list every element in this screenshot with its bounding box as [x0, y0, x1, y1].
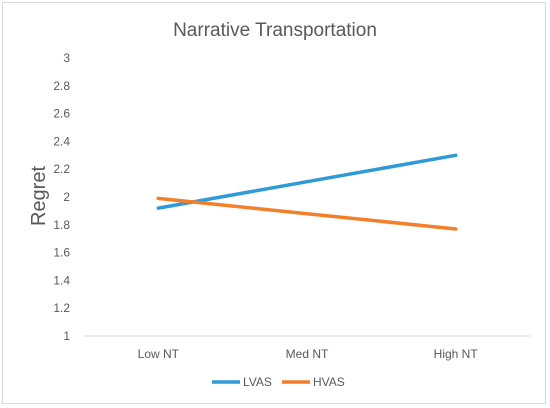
y-tick-label: 3 — [63, 51, 70, 65]
y-tick-label: 1 — [63, 329, 70, 343]
y-tick-label: 1.2 — [53, 301, 70, 315]
y-tick-label: 2.8 — [53, 79, 70, 93]
series-line-hvas — [156, 196, 458, 231]
chart-title: Narrative Transportation — [173, 20, 377, 41]
x-tick-label: Med NT — [286, 347, 329, 361]
y-tick-label: 2.4 — [53, 134, 70, 148]
y-tick-label: 1.8 — [53, 218, 70, 232]
x-tick-label: Low NT — [138, 347, 180, 361]
y-tick-label: 1.6 — [53, 246, 70, 260]
series-line-lvas — [156, 153, 458, 210]
chart-frame — [2, 2, 546, 404]
series-lines — [156, 153, 458, 231]
legend-label-lvas: LVAS — [243, 375, 272, 389]
y-tick-label: 2.6 — [53, 107, 70, 121]
y-axis-label: Regret — [28, 166, 50, 226]
x-tick-label: High NT — [434, 347, 479, 361]
y-tick-label: 1.4 — [53, 273, 70, 287]
legend: LVAS HVAS — [212, 375, 345, 389]
legend-label-hvas: HVAS — [313, 375, 345, 389]
y-tick-labels: 1 1.2 1.4 1.6 1.8 2 2.2 2.4 2.6 2.8 3 — [53, 51, 70, 343]
x-tick-labels: Low NT Med NT High NT — [138, 347, 479, 361]
y-tick-label: 2 — [63, 190, 70, 204]
y-tick-label: 2.2 — [53, 162, 70, 176]
